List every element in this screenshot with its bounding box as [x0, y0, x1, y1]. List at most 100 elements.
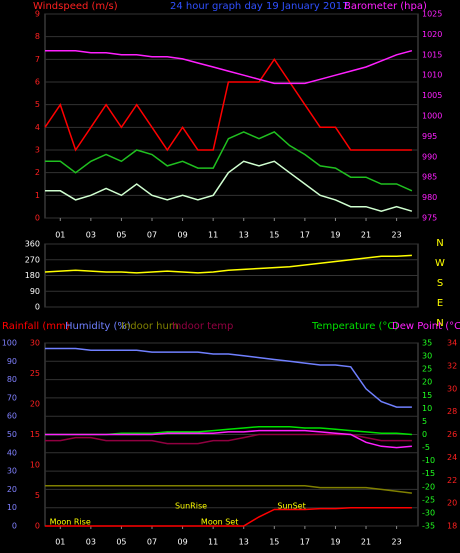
compass-label: E [437, 298, 443, 309]
x-tick-label: 07 [147, 231, 157, 240]
y-tick-label: -35 [422, 522, 435, 531]
x-tick-label: 11 [208, 231, 218, 240]
y-tick-label: 100 [2, 339, 17, 348]
x-tick-label: 19 [330, 231, 340, 240]
y-tick-label: 20 [30, 400, 40, 409]
y-tick-label: 1020 [422, 30, 442, 39]
y-tick-label: -15 [422, 469, 435, 478]
y-tick-label: 25 [30, 369, 40, 378]
x-tick-label: 01 [55, 231, 65, 240]
y-tick-label: 20 [447, 499, 457, 508]
y-tick-label: 2 [35, 168, 40, 177]
annotation: SunSet [277, 502, 305, 511]
annotation: Moon Rise [50, 518, 91, 527]
plot-area [44, 13, 419, 219]
y-tick-label: 60 [7, 412, 17, 421]
y-tick-label: 15 [422, 391, 432, 400]
y-tick-label: 5 [35, 491, 40, 500]
y-tick-label: 30 [30, 339, 40, 348]
y-tick-label: 50 [7, 430, 17, 439]
y-tick-label: 25 [422, 365, 432, 374]
y-tick-label: 0 [12, 522, 17, 531]
x-tick-label: 07 [147, 538, 157, 547]
x-tick-label: 19 [330, 538, 340, 547]
y-tick-label: 30 [447, 384, 457, 393]
y-tick-label: -5 [422, 443, 430, 452]
series-line [45, 131, 413, 192]
annotation: Moon Set [201, 518, 238, 527]
legend-label: Indoor temp [172, 321, 233, 332]
y-tick-label: 28 [447, 407, 457, 416]
x-tick-label: 01 [55, 538, 65, 547]
compass-label: N [436, 318, 443, 329]
y-tick-label: 0 [35, 522, 40, 531]
y-tick-label: -25 [422, 495, 435, 504]
y-tick-label: 3 [35, 146, 40, 155]
compass-label: W [435, 258, 445, 269]
y-tick-label: 34 [447, 339, 457, 348]
y-tick-label: 20 [7, 485, 17, 494]
y-tick-label: 10 [422, 404, 432, 413]
compass-label: S [437, 278, 443, 289]
y-tick-label: 360 [25, 240, 40, 249]
x-tick-label: 09 [177, 538, 187, 547]
y-tick-label: -20 [422, 482, 435, 491]
y-tick-label: 90 [7, 357, 17, 366]
y-tick-label: 18 [447, 522, 457, 531]
y-tick-label: 0 [35, 303, 40, 312]
x-tick-label: 13 [239, 231, 249, 240]
y-tick-label: -30 [422, 508, 435, 517]
y-axis-label: Windspeed (m/s) [33, 1, 118, 12]
y-tick-label: 20 [422, 378, 432, 387]
compass-label: N [436, 238, 443, 249]
y-tick-label: 90 [30, 287, 40, 296]
x-tick-label: 17 [300, 231, 310, 240]
y-tick-label: 10 [30, 461, 40, 470]
y-tick-label: 15 [30, 430, 40, 439]
y-tick-label: 26 [447, 430, 457, 439]
x-tick-label: 03 [86, 231, 96, 240]
x-tick-label: 21 [361, 231, 371, 240]
y-tick-label: 4 [35, 123, 40, 132]
series-line [44, 57, 412, 152]
series-line [45, 160, 413, 212]
y-tick-label: 24 [447, 453, 457, 462]
y-tick-label: 1005 [422, 91, 442, 100]
y-tick-label: 10 [7, 503, 17, 512]
annotation: SunRise [175, 502, 207, 511]
legend-label: Humidity (%) [65, 321, 131, 332]
y-tick-label: 32 [447, 361, 457, 370]
y-tick-label: 975 [422, 214, 437, 223]
y-tick-label: 40 [7, 448, 17, 457]
y-tick-label: 1010 [422, 71, 442, 80]
y-tick-label: 35 [422, 339, 432, 348]
x-tick-label: 05 [116, 538, 126, 547]
y-tick-label: 995 [422, 132, 437, 141]
y-tick-label: 6 [35, 78, 40, 87]
x-tick-label: 15 [269, 231, 279, 240]
x-tick-label: 09 [177, 231, 187, 240]
y-tick-label: 5 [422, 417, 427, 426]
series-line [45, 347, 412, 408]
chart-title: 24 hour graph day 19 January 2017 [170, 1, 348, 12]
series-line [45, 484, 412, 494]
y-tick-label: -10 [422, 456, 435, 465]
y-tick-label: 180 [25, 271, 40, 280]
y-tick-label: 7 [35, 55, 40, 64]
y-tick-label: 985 [422, 173, 437, 182]
y-tick-label: 990 [422, 152, 437, 161]
x-tick-label: 23 [392, 538, 402, 547]
y2-axis-label: Barometer (hpa) [344, 1, 427, 12]
y-tick-label: 1000 [422, 112, 442, 121]
y-tick-label: 70 [7, 393, 17, 402]
series-line [44, 254, 412, 274]
y-tick-label: 22 [447, 476, 457, 485]
x-tick-label: 21 [361, 538, 371, 547]
y-tick-label: 5 [35, 100, 40, 109]
x-tick-label: 13 [239, 538, 249, 547]
y-tick-label: 0 [35, 214, 40, 223]
x-tick-label: 15 [269, 538, 279, 547]
x-tick-label: 11 [208, 538, 218, 547]
